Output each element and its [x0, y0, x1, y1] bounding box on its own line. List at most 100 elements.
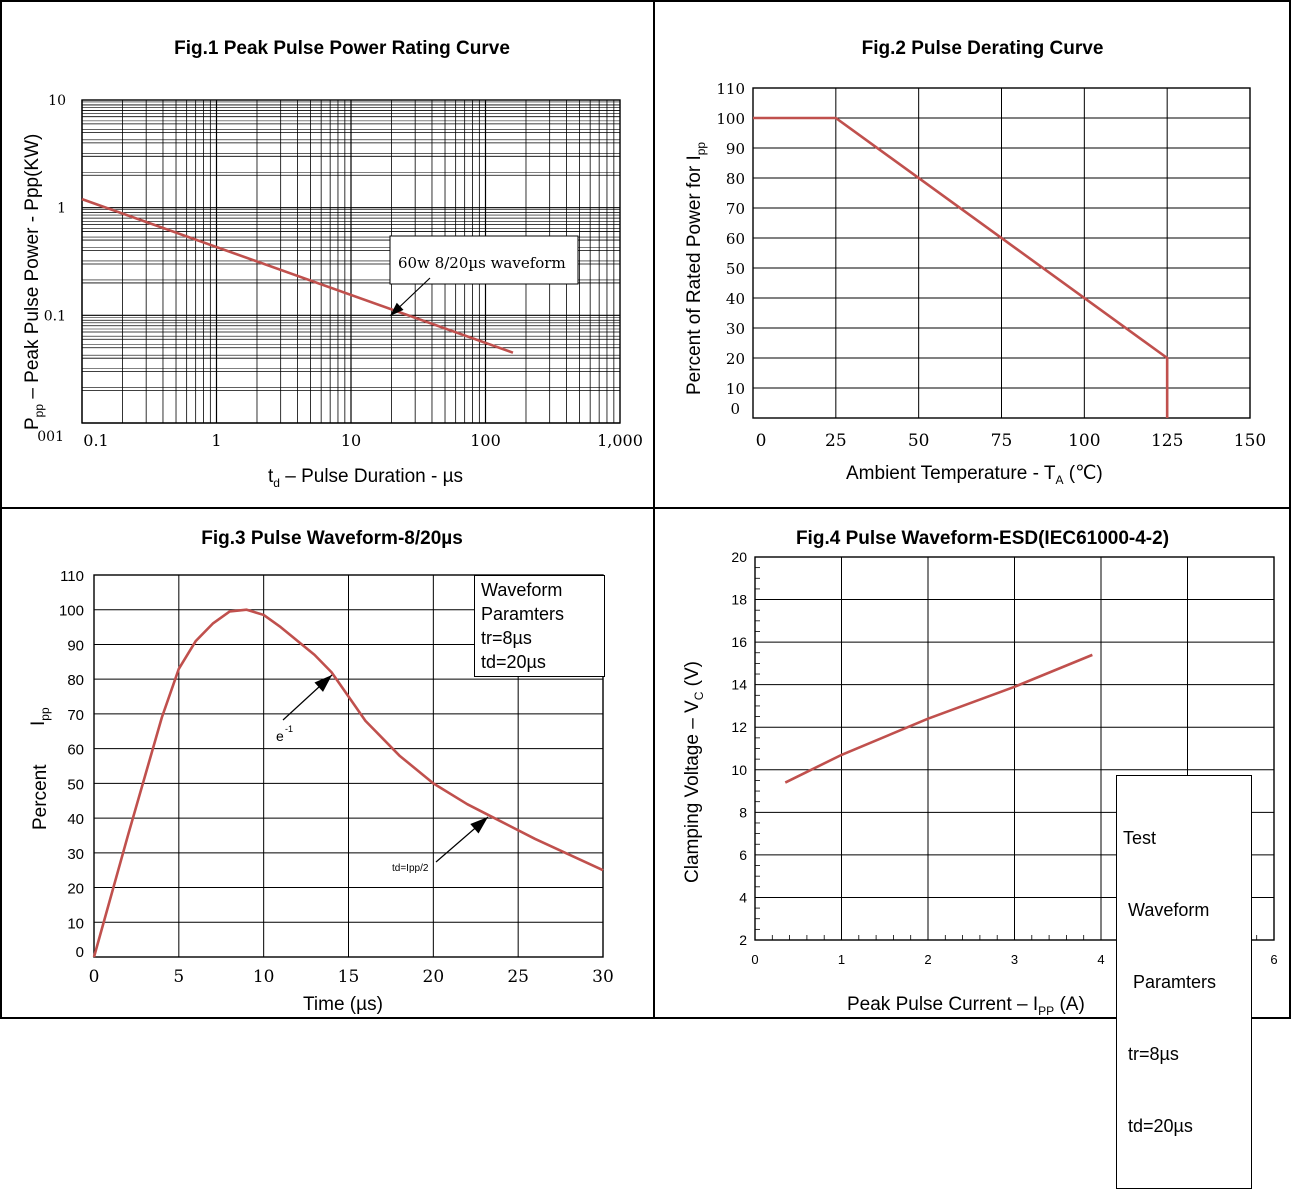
fig1-ylabel-p: P — [22, 417, 43, 430]
fig4-y-tick-label: 14 — [731, 677, 747, 693]
fig3-td-label: td=Ipp/2 — [392, 863, 429, 874]
fig2-xlabel-sub: A — [1055, 472, 1064, 487]
fig2-x-tick-label: 150 — [1234, 431, 1266, 451]
fig3-y-tick-label: 20 — [67, 881, 84, 898]
fig4-ylabel-unit: (V) — [682, 660, 703, 692]
fig4-legend-line: Paramters — [1123, 972, 1217, 992]
fig3-legend-line: Paramters — [481, 604, 565, 624]
fig3-x-tick-label: 30 — [592, 967, 614, 987]
fig2-plot: 0 25 50 75 100 125 150 0 10 20 30 40 50 60 70 80 90 100 11… — [716, 80, 1266, 451]
fig3-e1-label: e — [276, 728, 284, 744]
fig3-x-tick-label: 25 — [507, 967, 529, 987]
fig1-y-tick-label: 001 — [37, 429, 64, 445]
fig4-x-tick-label: 3 — [1011, 952, 1018, 967]
fig4-y-tick-label: 20 — [731, 549, 747, 565]
fig3-legend-line: tr=8µs — [481, 628, 532, 648]
fig3-x-tick-label: 10 — [253, 967, 275, 987]
fig4-x-tick-label: 6 — [1270, 952, 1277, 967]
fig2-y-tick-label: 110 — [716, 80, 745, 98]
fig3-x-tick-label: 15 — [338, 967, 360, 987]
fig1-xlabel-rest: – Pulse Duration - µs — [279, 466, 464, 487]
fig3-td-arrow-head — [470, 817, 488, 834]
fig4-title: Fig.4 Pulse Waveform-ESD(IEC61000-4-2) — [795, 528, 1170, 549]
fig1-series-line — [81, 197, 514, 354]
fig2-xlabel-unit: (℃) — [1063, 463, 1103, 484]
fig3-y-tick-label: 0 — [76, 944, 84, 961]
fig1-panel: Fig.1 Peak Pulse Power Rating Curve 0.1 1… — [0, 0, 654, 508]
fig2-y-tick-label: 30 — [726, 320, 745, 338]
fig4-x-tick-label: 0 — [751, 952, 758, 967]
fig4-panel: Fig.4 Pulse Waveform-ESD(IEC61000-4-2) 0… — [654, 508, 1291, 1189]
fig1-y-tick-label: 0.1 — [44, 308, 66, 324]
fig3-series-line — [92, 608, 604, 958]
fig2-y-tick-label: 0 — [730, 400, 740, 418]
fig2-xlabel: Ambient Temperature - TA (℃) — [846, 462, 1103, 487]
fig2-y-tick-label: 50 — [726, 260, 745, 278]
fig1-y-tick-label: 10 — [48, 93, 66, 109]
fig2-y-tick-label: 80 — [726, 170, 745, 188]
fig2-x-tick-label: 125 — [1151, 431, 1183, 451]
fig2-y-tick-label: 100 — [716, 110, 745, 128]
fig4-legend-line: tr=8µs — [1123, 1044, 1179, 1064]
fig4-ylabel-sub: C — [691, 691, 706, 701]
fig4-y-tick-label: 2 — [739, 932, 747, 948]
fig1-annotation-label: 60w 8/20µs waveform — [398, 254, 566, 272]
fig1-ylabel-rest: – Peak Pulse Power - Ppp(KW) — [22, 133, 43, 404]
fig1-plot-frame — [81, 99, 621, 424]
fig3-y-tick-label: 100 — [59, 603, 84, 620]
fig4-ylabel-text: Clamping Voltage – V — [682, 700, 703, 883]
fig3-e1-arrow-head — [314, 675, 332, 692]
fig4-y-tick-label: 6 — [739, 847, 747, 863]
fig2-ylabel-text: Percent of Rated Power for I — [684, 155, 705, 395]
fig3-plot-frame — [93, 574, 604, 958]
fig3-ylabel: Percent — [30, 764, 51, 830]
fig4-legend-box: Test Waveform Paramters tr=8µs td=20µs — [1116, 775, 1252, 1189]
fig2-ylabel: Percent of Rated Power for Ipp — [684, 142, 708, 395]
fig1-y-tick-label: 1 — [57, 201, 66, 217]
fig3-ylabel-i: I — [28, 720, 49, 726]
fig4-y-tick-label: 8 — [739, 804, 747, 820]
fig1-ylabel-sub: pp — [31, 403, 46, 418]
fig2-title: Fig.2 Pulse Derating Curve — [861, 38, 1104, 59]
fig4-x-tick-label: 4 — [1097, 952, 1104, 967]
fig3-y-tick-label: 30 — [67, 846, 84, 863]
fig3-y-tick-label: 70 — [67, 707, 84, 724]
fig4-y-tick-label: 10 — [731, 762, 747, 778]
fig2-x-tick-label: 25 — [825, 431, 847, 451]
panel-frame — [0, 0, 1291, 1019]
fig2-y-tick-label: 10 — [726, 380, 745, 398]
fig3-plot: 0 5 10 15 20 25 30 0 10 20 30 40 50 60 70 80 90 100 110 e -1… — [59, 568, 614, 987]
fig4-series-line — [784, 653, 1093, 784]
fig3-ylabel-sub: pp — [37, 707, 52, 721]
fig1-title: Fig.1 Peak Pulse Power Rating Curve — [174, 38, 510, 59]
fig3-y-tick-label: 50 — [67, 776, 84, 793]
fig3-ylabel-ipp: Ipp — [28, 707, 52, 726]
fig3-panel: Fig.3 Pulse Waveform-8/20µs 0 5 10 15 20 25 30… — [0, 508, 654, 1019]
fig3-title: Fig.3 Pulse Waveform-8/20µs — [201, 528, 463, 549]
fig2-x-tick-label: 75 — [991, 431, 1013, 451]
fig2-y-tick-label: 70 — [726, 200, 745, 218]
fig3-x-tick-label: 0 — [89, 967, 100, 987]
fig1-x-tick-label: 0.1 — [83, 431, 108, 450]
fig4-plot-frame — [754, 556, 1275, 941]
fig4-xlabel-sub: PP — [1038, 1003, 1055, 1018]
fig2-series-line — [753, 116, 1169, 418]
fig3-legend-line: Waveform — [481, 580, 563, 600]
fig3-e1-sup: -1 — [285, 724, 293, 734]
fig3-y-tick-label: 110 — [60, 568, 84, 585]
fig3-y-tick-label: 80 — [67, 672, 84, 689]
fig4-y-tick-label: 4 — [739, 889, 747, 905]
fig4-y-tick-label: 16 — [731, 634, 747, 650]
fig4-xlabel: Peak Pulse Current – IPP (A) — [847, 994, 1085, 1018]
fig4-legend-line: Test — [1123, 828, 1157, 848]
fig1-ylabel: Ppp – Peak Pulse Power - Ppp(KW) — [22, 134, 46, 430]
fig2-x-tick-label: 50 — [908, 431, 930, 451]
fig2-plot-frame — [752, 87, 1251, 419]
fig4-x-tick-label: 1 — [838, 952, 845, 967]
fig1-annotation-box — [389, 235, 579, 285]
fig1-plot: 0.1 1 10 100 1,000 001 0.1 1 10 60w 8/20µs wavefo… — [37, 93, 643, 450]
fig1-annotation-arrow-head — [390, 302, 404, 316]
fig4-legend-line: td=20µs — [1123, 1116, 1193, 1136]
fig3-y-tick-label: 10 — [67, 915, 84, 932]
fig1-x-tick-label: 1 — [211, 431, 221, 450]
